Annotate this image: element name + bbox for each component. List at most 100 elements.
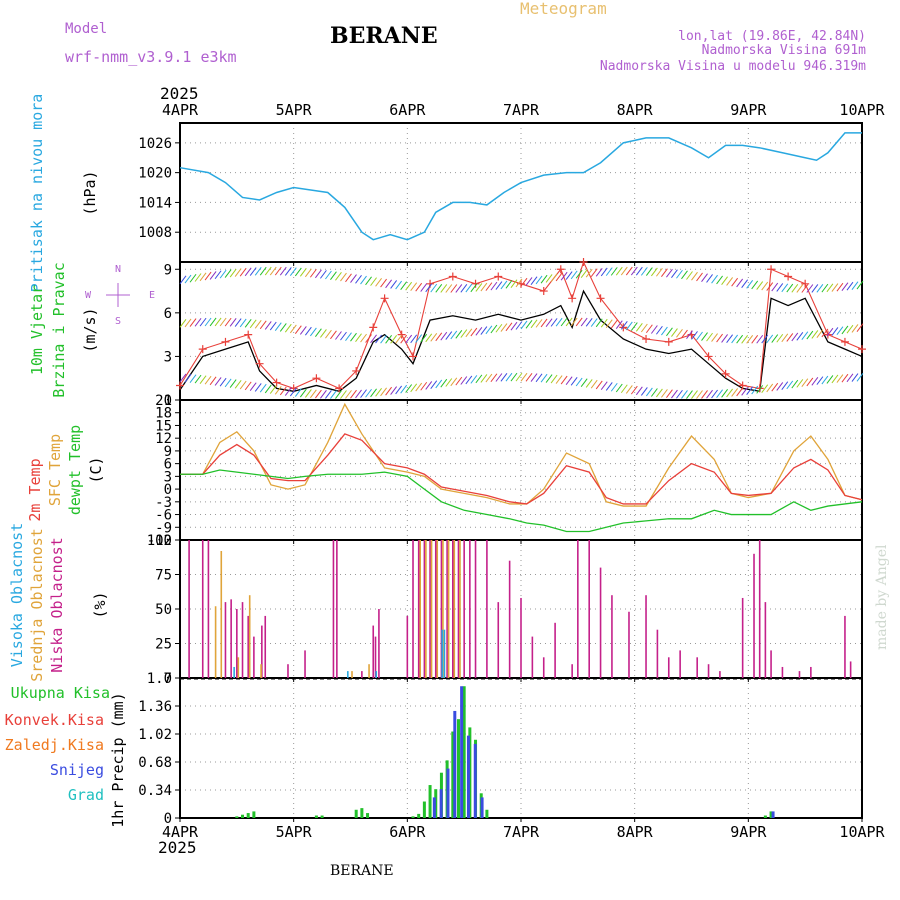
y-tick-label: 100	[147, 533, 172, 549]
wind-barb	[575, 317, 583, 327]
wind-barb	[450, 330, 458, 340]
wind-barb	[309, 327, 317, 337]
wind-barb	[194, 374, 202, 384]
wind-barb	[821, 283, 829, 293]
wind-gust-marker	[664, 337, 673, 346]
wind-barb	[806, 330, 814, 340]
wind-barb	[355, 275, 362, 284]
dewpt-axis-title: dewpt Temp	[66, 425, 84, 515]
wind-axis-title-1: 10m Vjetar	[28, 285, 46, 375]
wind-barb	[666, 327, 673, 337]
x-tick-top: 5APR	[276, 101, 313, 119]
wind-gust-marker	[369, 323, 378, 332]
wind-barb	[214, 270, 222, 280]
y-tick-label: 6	[164, 306, 172, 322]
wind-barb	[199, 375, 207, 384]
precip-bar-snow	[432, 797, 436, 818]
wind-barb	[179, 373, 187, 383]
y-tick-label: 75	[155, 568, 172, 584]
wind-barb	[575, 269, 583, 279]
wind-barb	[771, 282, 779, 292]
wind-barb	[706, 332, 713, 342]
product-title: Meteogram	[520, 0, 607, 18]
wind-gust-marker	[784, 272, 793, 281]
wind-barb	[435, 332, 443, 342]
wind-barb	[585, 379, 593, 388]
wind-barb	[470, 327, 478, 337]
wind-barb	[350, 274, 357, 283]
wind-barb	[676, 389, 683, 399]
wind-barb	[681, 390, 688, 399]
wind-gust-marker	[176, 381, 184, 390]
wind-barb	[204, 271, 212, 281]
wind-barb	[500, 323, 508, 332]
wind-barb	[751, 280, 759, 290]
wind-barb	[671, 269, 678, 278]
y-tick-label: 9	[164, 262, 172, 278]
wind-barb	[430, 380, 438, 390]
wind-barb	[420, 333, 428, 343]
wind-barb	[816, 284, 824, 293]
year-bottom: 2025	[158, 838, 197, 857]
wind-barb	[615, 383, 623, 393]
wind-barb	[686, 271, 693, 280]
wind-barb	[540, 274, 548, 284]
precip-bar-total	[462, 686, 466, 818]
wind-barb	[179, 318, 187, 328]
wind-barb	[736, 334, 744, 344]
wind-barb	[851, 281, 859, 290]
wind-barb	[370, 388, 377, 398]
wind-barb	[570, 270, 578, 280]
compass-n: N	[115, 264, 121, 275]
wind-barb	[701, 273, 708, 282]
wind-barb	[330, 271, 337, 280]
precip-bar-total	[354, 809, 358, 818]
wind-barb	[410, 383, 418, 393]
wind-barb	[525, 277, 533, 286]
wind-barb	[721, 276, 728, 285]
wind-barb	[199, 272, 207, 282]
x-tick-bottom: 10APR	[839, 823, 885, 841]
wind-barb	[289, 324, 297, 334]
wind-barb	[400, 384, 408, 394]
wind-barb	[841, 373, 849, 383]
wind-barb	[615, 320, 623, 330]
wind-barb	[345, 332, 352, 342]
wind-gust-marker	[721, 369, 730, 378]
station-title: BERANE	[330, 23, 438, 49]
wind-barb	[410, 334, 418, 344]
y-tick-label: 1026	[138, 136, 172, 152]
precip-bar-total	[314, 815, 318, 818]
precip-bar-total	[769, 811, 773, 818]
wind-barb	[645, 267, 653, 276]
wind-barb	[691, 271, 698, 281]
temp2m-line	[180, 433, 863, 505]
wind-barb	[224, 269, 232, 278]
wind-barb	[335, 390, 342, 399]
wind-barb	[650, 388, 658, 397]
y-tick-label: 1020	[138, 166, 172, 182]
wind-barb	[605, 382, 613, 391]
wind-barb	[741, 387, 749, 396]
wind-barb	[826, 375, 834, 384]
wind-barb	[545, 274, 553, 283]
wind-barb	[515, 278, 523, 288]
precip-bar-snow	[473, 743, 477, 818]
wind-gust-marker	[397, 330, 406, 339]
wind-barb	[610, 382, 618, 392]
wind-barb	[249, 267, 257, 276]
wind-barb	[826, 327, 834, 337]
y-tick-label: 18	[155, 406, 172, 422]
wind-barb	[274, 322, 282, 332]
wind-barb	[320, 389, 327, 399]
precip-bar-total	[451, 731, 455, 818]
panels	[106, 122, 866, 822]
wind-barb	[385, 279, 393, 289]
sfc-axis-title: SFC Temp	[46, 434, 64, 506]
wind-barb	[264, 321, 272, 330]
wind-barb	[345, 273, 352, 283]
wind-barb	[309, 389, 317, 399]
wind-barb	[761, 334, 769, 344]
wind-barb	[630, 266, 638, 276]
